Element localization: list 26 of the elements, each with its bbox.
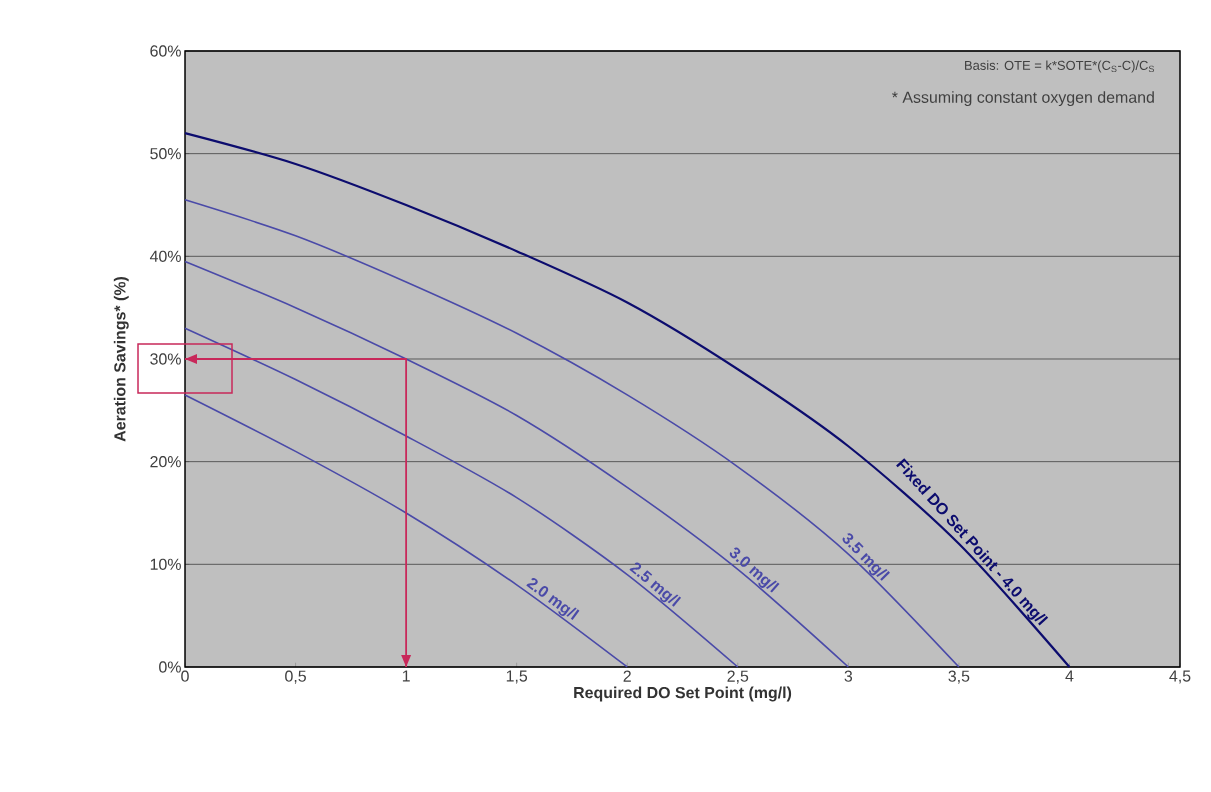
annotation: Basis: OTE = k*SOTE*(C$_{S}$-C)/C$_{S}$ bbox=[965, 60, 1155, 73]
y-tick-label: 30% bbox=[150, 353, 181, 365]
x-tick-label: 1 bbox=[402, 670, 410, 682]
y-tick-label: 60% bbox=[150, 45, 181, 57]
x-tick-label: 3,5 bbox=[948, 670, 970, 684]
x-tick-label: 4,5 bbox=[1169, 670, 1191, 684]
x-tick-label: 1,5 bbox=[506, 670, 528, 684]
x-axis-title: Required DO Set Point (mg/l) bbox=[574, 686, 792, 702]
x-tick-label: 3 bbox=[844, 670, 853, 682]
annotation: * Assuming constant oxygen demand bbox=[892, 91, 1154, 107]
x-tick-label: 2 bbox=[623, 670, 631, 682]
text: 2.0 mg/l bbox=[526, 577, 580, 620]
y-tick-label: 20% bbox=[150, 456, 181, 468]
y-tick-label: 10% bbox=[150, 558, 181, 570]
x-tick-label: 2,5 bbox=[727, 670, 749, 684]
y-axis-title: Aeration Savings* (%) bbox=[113, 276, 129, 442]
x-tick-label: 0,5 bbox=[285, 670, 306, 684]
text: 2.5 mg/l bbox=[629, 562, 682, 607]
y-tick-label: 0% bbox=[159, 661, 181, 673]
text: 3.0 mg/l bbox=[729, 547, 780, 593]
y-tick-label: 40% bbox=[149, 250, 181, 262]
x-tick-label: 0 bbox=[181, 670, 189, 682]
x-tick-label: 4 bbox=[1065, 670, 1074, 682]
y-tick-label: 50% bbox=[150, 148, 181, 160]
line-series bbox=[184, 394, 629, 668]
line-series bbox=[183, 132, 1071, 669]
